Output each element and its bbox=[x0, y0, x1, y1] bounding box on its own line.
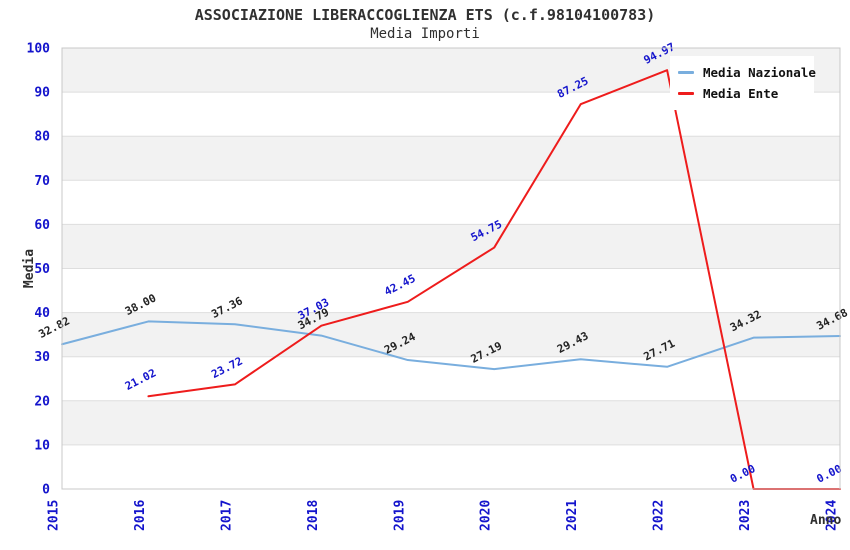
y-tick-label: 30 bbox=[34, 350, 50, 365]
background-band bbox=[62, 400, 840, 445]
x-tick-label: 2018 bbox=[306, 500, 321, 531]
data-label: 23.72 bbox=[209, 354, 244, 381]
y-tick-label: 70 bbox=[34, 174, 50, 189]
x-tick-label: 2020 bbox=[479, 500, 494, 531]
chart-subtitle: Media Importi bbox=[370, 26, 480, 42]
x-axis-title: Anno bbox=[810, 513, 842, 528]
media-nazionale-line-marker bbox=[678, 71, 694, 74]
legend-label-media-ente: Media Ente bbox=[703, 86, 779, 101]
legend-item-media-ente[interactable]: Media Ente bbox=[678, 86, 810, 101]
x-tick-label: 2023 bbox=[738, 500, 753, 531]
y-tick-label: 100 bbox=[27, 42, 51, 57]
legend-item-media-nazionale[interactable]: Media Nazionale bbox=[678, 65, 816, 80]
y-tick-label: 60 bbox=[34, 218, 50, 233]
x-tick-label: 2021 bbox=[565, 500, 580, 531]
series-line-media-ente bbox=[147, 69, 841, 490]
y-tick-label: 40 bbox=[34, 306, 50, 321]
media-ente-line-marker bbox=[678, 92, 694, 95]
y-tick-label: 10 bbox=[34, 438, 50, 453]
y-tick-label: 90 bbox=[34, 86, 50, 101]
x-tick-label: 2016 bbox=[133, 500, 148, 531]
y-tick-label: 0 bbox=[42, 483, 50, 498]
background-band bbox=[62, 312, 840, 357]
x-tick-label: 2015 bbox=[47, 500, 62, 531]
x-tick-label: 2022 bbox=[652, 500, 667, 531]
legend: Media Nazionale Media Ente bbox=[670, 56, 816, 110]
data-label: 42.45 bbox=[382, 272, 417, 299]
plot-border bbox=[61, 47, 841, 490]
chart-title: ASSOCIAZIONE LIBERACCOGLIENZA ETS (c.f.9… bbox=[194, 6, 656, 24]
y-tick-label: 50 bbox=[34, 262, 50, 277]
x-tick-label: 2019 bbox=[392, 500, 407, 531]
background-band bbox=[62, 224, 840, 269]
x-tick-label: 2017 bbox=[219, 500, 234, 531]
y-tick-label: 20 bbox=[34, 394, 50, 409]
background-band bbox=[62, 136, 840, 181]
y-tick-label: 80 bbox=[34, 130, 50, 145]
series-line-media-nazionale bbox=[61, 320, 841, 371]
data-label: 21.02 bbox=[123, 366, 158, 393]
x-tick-label: 2024 bbox=[825, 500, 840, 531]
legend-label-media-nazionale: Media Nazionale bbox=[703, 65, 816, 80]
